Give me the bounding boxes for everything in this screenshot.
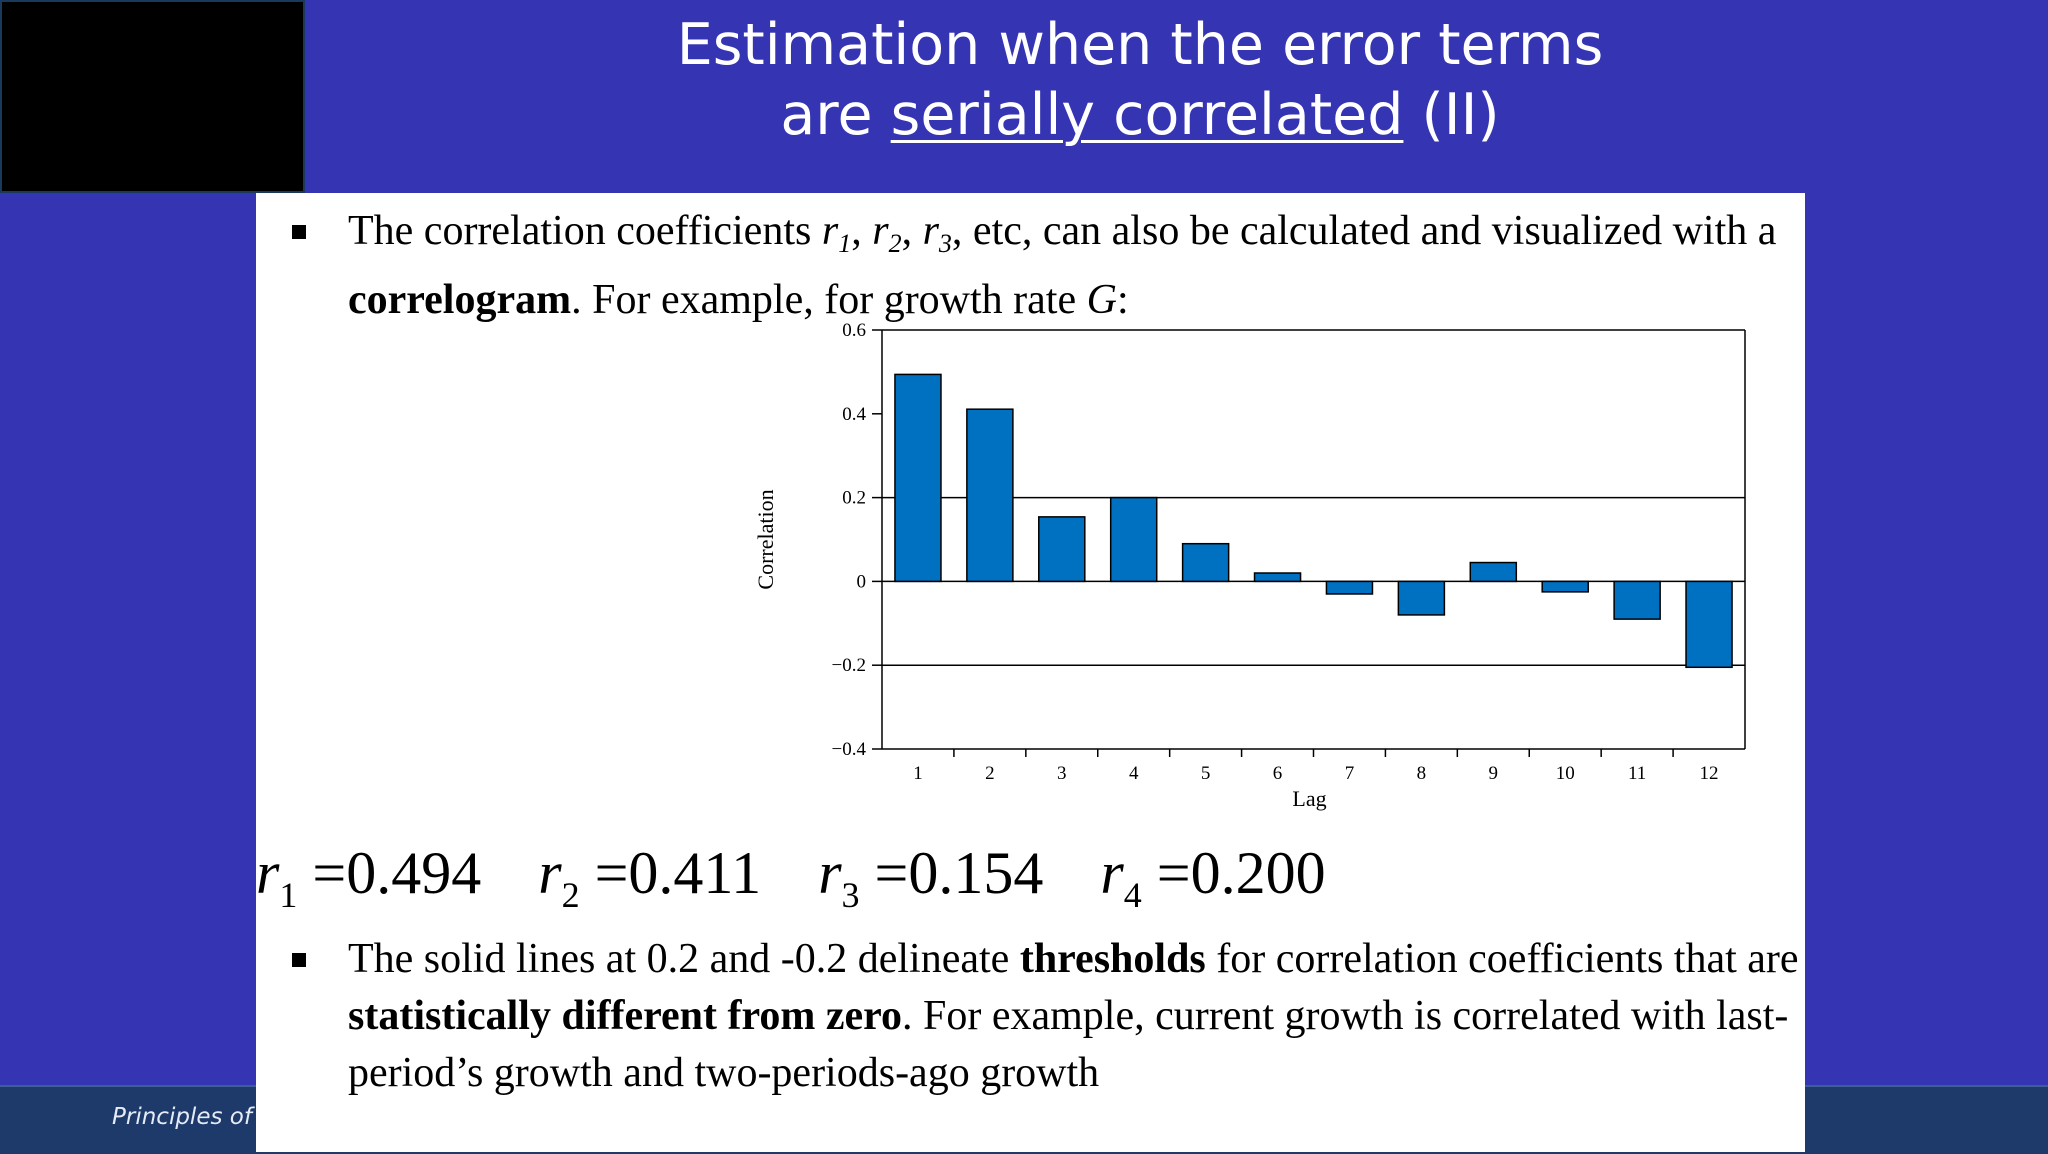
bar bbox=[1613, 580, 1661, 620]
webcam-video-area bbox=[0, 0, 305, 193]
text-segment: The solid lines at 0.2 and -0.2 delineat… bbox=[348, 936, 1020, 982]
title-line-2: are serially correlated (II) bbox=[560, 80, 1720, 150]
x-tick-label: 12 bbox=[1700, 763, 1719, 784]
bar bbox=[1469, 561, 1518, 583]
text-segment: , bbox=[901, 208, 923, 254]
math-g: G bbox=[1086, 277, 1117, 323]
title-link-serially-correlated: serially correlated bbox=[890, 82, 1404, 148]
x-tick-label: 6 bbox=[1273, 763, 1283, 784]
correlogram-chart: 0.60.40.20−0.2−0.41 2 3 4 5 6 7 8 9 10 11 12LagCorr… bbox=[753, 320, 1746, 811]
x-axis-title: Lag bbox=[1292, 786, 1326, 811]
correlation-values: r1 =0.494 r2 =0.411 r3 =0.154 r4 =0.200 bbox=[256, 838, 1556, 930]
y-tick-label: 0.4 bbox=[842, 404, 866, 425]
y-tick-label: −0.2 bbox=[832, 655, 866, 676]
math-r: r bbox=[256, 840, 280, 906]
slide-content: The correlation coefficients r1, r2, r3,… bbox=[256, 193, 1805, 1152]
text-segment: The correlation coefficients bbox=[348, 208, 822, 254]
subscript: 1 bbox=[279, 875, 298, 915]
math-r: r bbox=[872, 208, 889, 254]
bar bbox=[1038, 516, 1086, 583]
math-r: r bbox=[538, 840, 562, 906]
text-segment: . For example, for growth rate bbox=[571, 277, 1087, 323]
slide-title: Estimation when the error terms are seri… bbox=[560, 10, 1720, 150]
x-tick-label: 3 bbox=[1057, 763, 1067, 784]
math-r: r bbox=[922, 208, 939, 254]
title-prefix: are bbox=[780, 82, 891, 148]
subscript: 3 bbox=[841, 875, 860, 915]
title-line-1: Estimation when the error terms bbox=[676, 12, 1604, 78]
x-tick-label: 7 bbox=[1345, 763, 1355, 784]
bar bbox=[1181, 542, 1230, 583]
text-segment: for correlation coefficients that are bbox=[1205, 936, 1799, 982]
corr-value: =0.200 bbox=[1141, 840, 1326, 906]
bar bbox=[1685, 580, 1733, 669]
bullet-2-text: The solid lines at 0.2 and -0.2 delineat… bbox=[348, 931, 1828, 1102]
bar bbox=[1253, 572, 1302, 583]
bold-term-statistically-different: statistically different from zero bbox=[348, 993, 902, 1039]
y-tick-label: 0.6 bbox=[842, 320, 866, 341]
bar bbox=[894, 373, 942, 583]
corr-r4: r4 =0.200 bbox=[1100, 840, 1326, 915]
subscript: 1 bbox=[838, 229, 852, 258]
x-tick-label: 11 bbox=[1628, 763, 1646, 784]
subscript: 3 bbox=[938, 229, 952, 258]
x-tick-label: 10 bbox=[1556, 763, 1575, 784]
x-tick-label: 8 bbox=[1417, 763, 1427, 784]
x-tick-label: 9 bbox=[1489, 763, 1499, 784]
corr-value: =0.154 bbox=[859, 840, 1044, 906]
subscript: 4 bbox=[1123, 875, 1142, 915]
corr-r1: r1 =0.494 bbox=[256, 840, 482, 915]
math-r: r bbox=[818, 840, 842, 906]
subscript: 2 bbox=[561, 875, 580, 915]
subscript: 2 bbox=[888, 229, 902, 258]
text-segment: , etc, can also be calculated and visual… bbox=[951, 208, 1777, 254]
bar bbox=[1397, 580, 1446, 616]
x-tick-label: 1 bbox=[913, 763, 923, 784]
title-suffix: (II) bbox=[1403, 82, 1500, 148]
x-tick-label: 2 bbox=[985, 763, 995, 784]
math-r: r bbox=[1100, 840, 1124, 906]
y-tick-label: −0.4 bbox=[832, 739, 867, 760]
corr-value: =0.411 bbox=[579, 840, 762, 906]
footer-text: Principles of E bbox=[112, 1104, 274, 1130]
x-tick-label: 4 bbox=[1129, 763, 1139, 784]
text-segment: , bbox=[851, 208, 873, 254]
corr-r2: r2 =0.411 bbox=[538, 840, 762, 915]
corr-r3: r3 =0.154 bbox=[818, 840, 1044, 915]
bold-term-correlogram: correlogram bbox=[348, 277, 572, 323]
bold-term-thresholds: thresholds bbox=[1019, 936, 1206, 982]
y-tick-label: 0 bbox=[857, 571, 867, 592]
y-axis-title: Correlation bbox=[753, 489, 778, 589]
bullet-marker bbox=[292, 953, 306, 967]
bar bbox=[1541, 580, 1589, 593]
math-r: r bbox=[821, 208, 839, 254]
x-tick-label: 5 bbox=[1201, 763, 1211, 784]
text-segment: : bbox=[1116, 277, 1129, 323]
bullet-marker bbox=[292, 225, 306, 239]
y-tick-label: 0.2 bbox=[842, 488, 866, 509]
text-segment: . For example, current growth is correla… bbox=[348, 993, 1789, 1096]
corr-value: =0.494 bbox=[297, 840, 482, 906]
bar bbox=[1109, 496, 1158, 583]
bullet-1-text: The correlation coefficients r1, r2, r3,… bbox=[348, 203, 1828, 329]
bar bbox=[966, 408, 1014, 583]
bar bbox=[1325, 580, 1374, 595]
